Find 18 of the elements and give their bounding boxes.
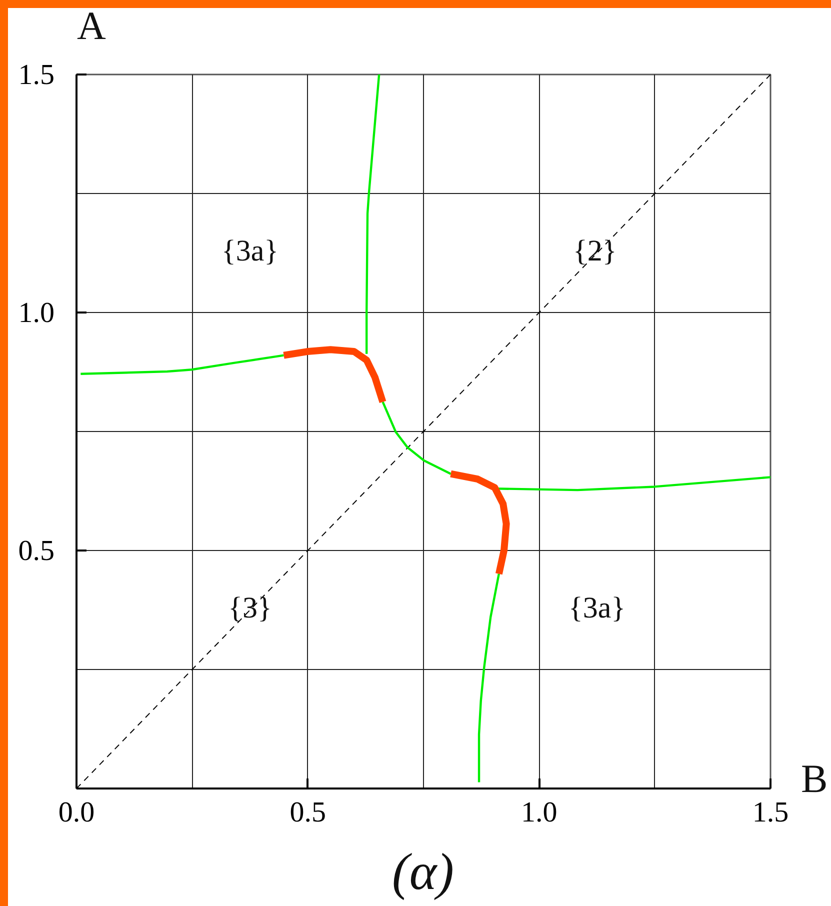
annotation: {2} (573, 234, 617, 268)
y-tick-label: 0.5 (18, 535, 54, 567)
x-axis-title: B (801, 756, 828, 801)
line-series (365, 74, 380, 356)
y-axis-title: A (77, 3, 106, 48)
x-tick-label: 1.5 (752, 796, 789, 828)
text: (α) (392, 844, 454, 901)
line-series (382, 400, 452, 475)
x-tick-label: 1.0 (521, 796, 558, 828)
annotation: {3} (228, 591, 272, 624)
y-tick-label: 1.5 (18, 59, 54, 91)
y-tick-label: 1.0 (18, 297, 54, 329)
line-series (80, 354, 285, 376)
x-tick-label: 0.0 (58, 796, 95, 828)
annotation: {3a} (568, 591, 626, 624)
x-tick-label: 0.5 (290, 796, 326, 828)
line-series (478, 572, 500, 784)
annotation: {3a} (221, 234, 279, 268)
